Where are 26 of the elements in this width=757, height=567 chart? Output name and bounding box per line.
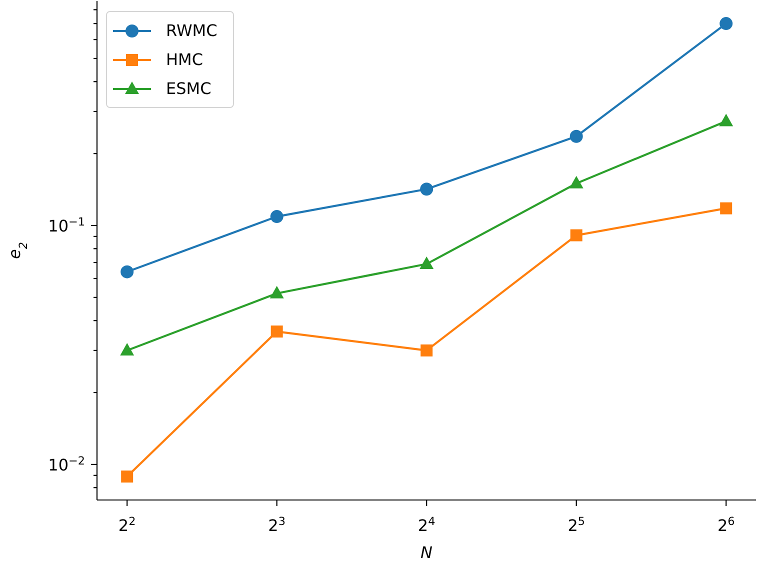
- point: [420, 344, 433, 356]
- point: [420, 182, 434, 196]
- y-tick-label: 10$^{−2}$: [48, 454, 85, 474]
- point: [720, 202, 732, 214]
- x-tick-label: 2$^{5}$: [568, 514, 585, 535]
- legend-label: RWMC: [166, 21, 218, 40]
- legend-label: HMC: [166, 50, 204, 69]
- point: [570, 229, 582, 242]
- x-axis-title: N: [420, 543, 433, 562]
- x-tick-label: 2$^{4}$: [418, 514, 436, 535]
- point: [570, 130, 583, 143]
- x-tick-label: 2$^{2}$: [118, 514, 136, 535]
- y-tick-label: 10$^{−1}$: [48, 215, 85, 236]
- point: [420, 256, 434, 270]
- point: [121, 470, 134, 483]
- x-tick-label: 2$^{6}$: [717, 514, 735, 535]
- x-tick-label: 2$^{3}$: [268, 514, 286, 535]
- point: [569, 176, 584, 188]
- point: [120, 342, 134, 356]
- point: [719, 114, 734, 126]
- legend-label: ESMC: [166, 79, 212, 98]
- point: [120, 265, 134, 278]
- point: [270, 210, 284, 224]
- point: [270, 286, 284, 298]
- point: [270, 326, 283, 338]
- point: [720, 17, 733, 30]
